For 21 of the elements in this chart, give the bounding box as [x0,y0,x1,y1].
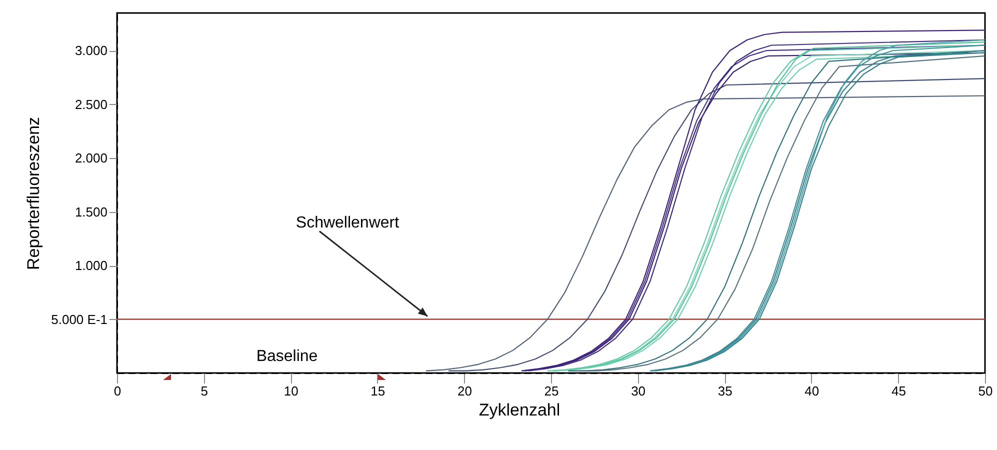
y-tick-label: 5.000 E-1 [51,312,108,327]
x-tick-label: 30 [631,384,646,398]
x-tick-label: 10 [284,384,298,398]
x-tick-label: 35 [718,384,732,398]
x-tick-label: 20 [457,384,472,398]
x-tick-label: 15 [370,384,386,398]
x-tick-label: 5 [200,384,208,398]
x-tick-label: 40 [804,384,820,398]
x-tick-label: 45 [891,384,906,398]
x-tick-label: 25 [544,384,559,398]
y-tick-label: 2.000 [74,150,108,166]
y-axis-title: Reporterfluoreszenz [24,116,44,270]
y-tick-label: 1.500 [74,204,108,220]
annotation: Schwellenwert [296,214,400,232]
x-tick-label: 0 [114,384,122,398]
x-axis-title: Zyklenzahl [478,400,560,420]
x-tick-label: 50 [978,384,993,398]
y-tick-label: 3.000 [74,43,108,58]
y-tick-label: 2.500 [74,96,108,112]
y-tick-label: 1.000 [74,258,108,274]
annotation: Baseline [256,348,318,365]
